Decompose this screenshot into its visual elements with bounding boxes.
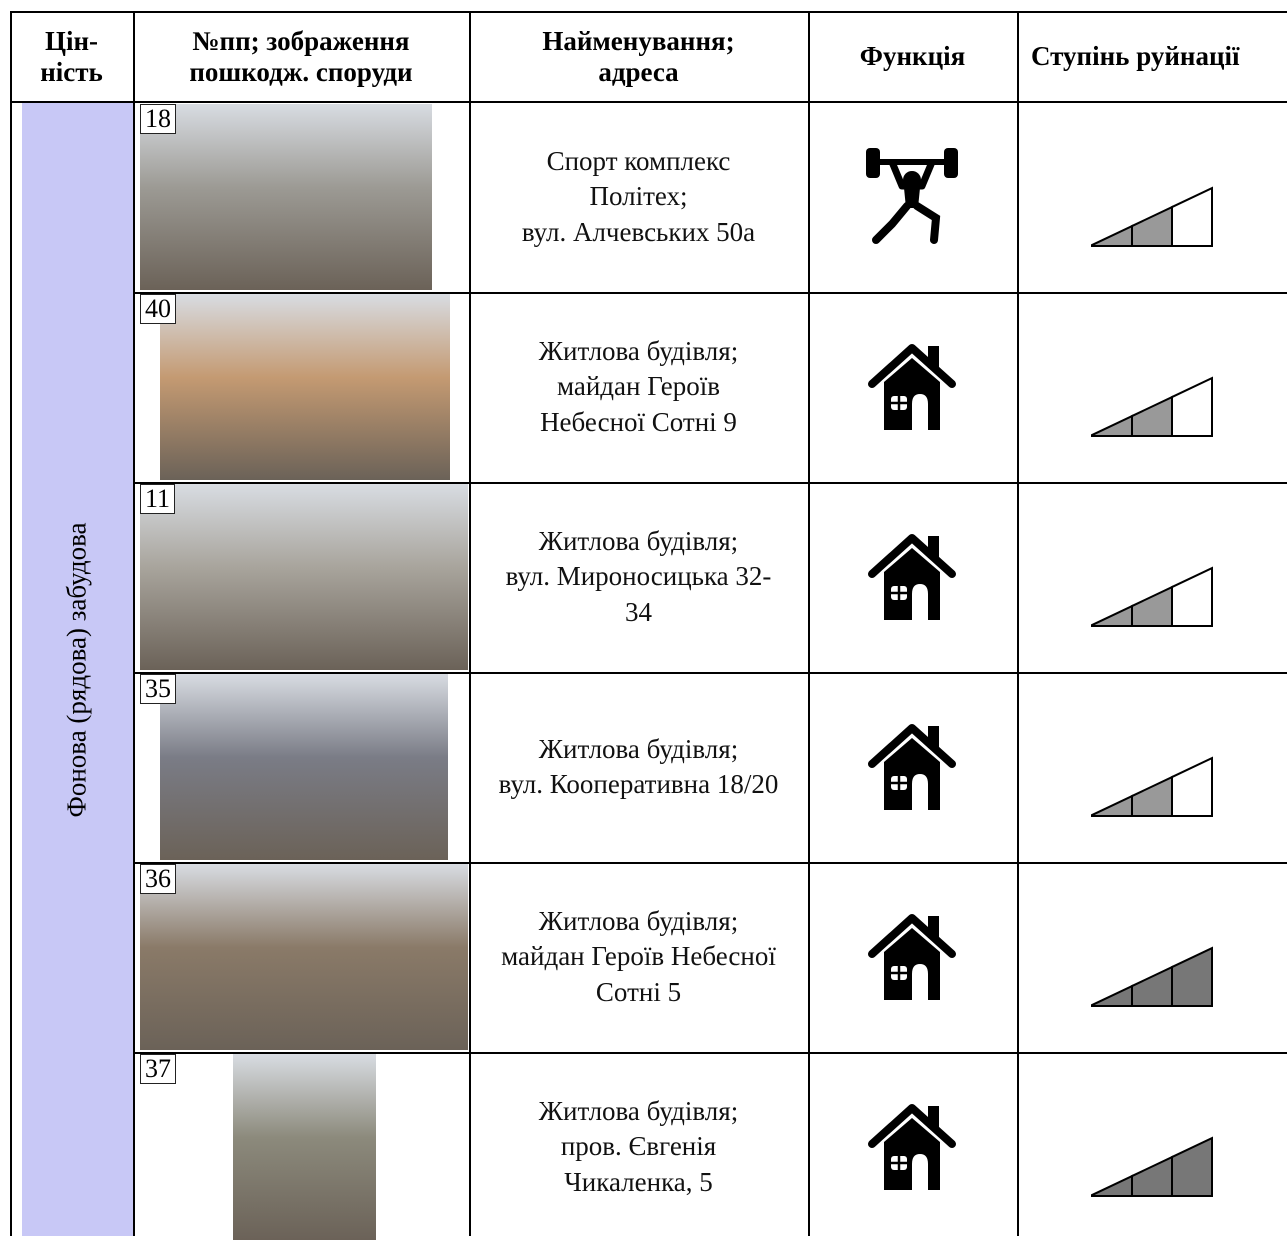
border: [469, 11, 471, 1236]
function-icon: [862, 714, 962, 814]
row-number: 40: [140, 294, 176, 324]
damage-segment: [1171, 186, 1213, 247]
photo: [140, 484, 468, 670]
border: [133, 1052, 1287, 1054]
photo: [233, 1054, 376, 1240]
name-cell: Житлова будівля; вул. Кооперативна 18/20: [498, 733, 779, 799]
photo: [140, 104, 432, 290]
border: [10, 11, 12, 1236]
group-cell: [22, 103, 133, 1236]
function-icon: [862, 904, 962, 1004]
name-cell: Житлова будівля; майдан Героїв Небесної …: [501, 906, 776, 1007]
damage-segment: [1131, 965, 1173, 1007]
damage-segment: [1171, 756, 1213, 817]
name-cell: Житлова будівля; пров. Євгенія Чикаленка…: [538, 1096, 739, 1197]
name-cell: Житлова будівля; майдан Героїв Небесної …: [538, 336, 739, 437]
photo: [160, 674, 448, 860]
damage-icon: [1091, 1136, 1213, 1197]
function-icon: [862, 334, 962, 434]
damage-segment: [1091, 984, 1133, 1007]
damage-icon: [1091, 186, 1213, 247]
damage-segment: [1131, 775, 1173, 817]
damage-segment: [1131, 395, 1173, 437]
damage-segment: [1091, 1174, 1133, 1197]
row-number: 35: [140, 674, 176, 704]
row-number: 36: [140, 864, 176, 894]
border: [133, 292, 1287, 294]
damage-segment: [1091, 794, 1133, 817]
function-icon: [862, 1094, 962, 1194]
row-number: 37: [140, 1054, 176, 1084]
damage-segment: [1091, 224, 1133, 247]
border: [133, 862, 1287, 864]
header-cell: Найменування; адреса: [542, 25, 735, 87]
damage-segment: [1171, 566, 1213, 627]
group-label: Фонова (рядова) забудова: [61, 522, 92, 818]
header-cell: Цін- ність: [40, 25, 103, 87]
damage-segment: [1131, 205, 1173, 247]
border: [10, 11, 1287, 13]
border: [10, 101, 1287, 103]
function-icon: [862, 144, 962, 244]
border: [133, 672, 1287, 674]
function-icon: [862, 524, 962, 624]
damage-icon: [1091, 566, 1213, 627]
name-cell: Житлова будівля; вул. Мироносицька 32- 3…: [505, 526, 772, 627]
border: [808, 11, 810, 1236]
header-cell: №пп; зображення пошкодж. споруди: [189, 25, 413, 87]
damage-segment: [1131, 585, 1173, 627]
damage-segment: [1171, 1136, 1213, 1197]
damage-segment: [1171, 376, 1213, 437]
border: [133, 11, 135, 1236]
damage-icon: [1091, 376, 1213, 437]
row-number: 18: [140, 104, 176, 134]
photo: [160, 294, 450, 480]
border: [1017, 11, 1019, 1236]
name-cell: Спорт комплекс Політех; вул. Алчевських …: [521, 146, 756, 247]
damage-segment: [1131, 1155, 1173, 1197]
photo: [140, 864, 468, 1050]
damage-segment: [1091, 604, 1133, 627]
border: [133, 482, 1287, 484]
damage-icon: [1091, 756, 1213, 817]
header-cell: Функція: [859, 41, 966, 72]
row-number: 11: [140, 484, 176, 514]
damage-segment: [1091, 414, 1133, 437]
damage-segment: [1171, 946, 1213, 1007]
damage-icon: [1091, 946, 1213, 1007]
header-cell: Ступінь руйнації: [1031, 41, 1240, 72]
